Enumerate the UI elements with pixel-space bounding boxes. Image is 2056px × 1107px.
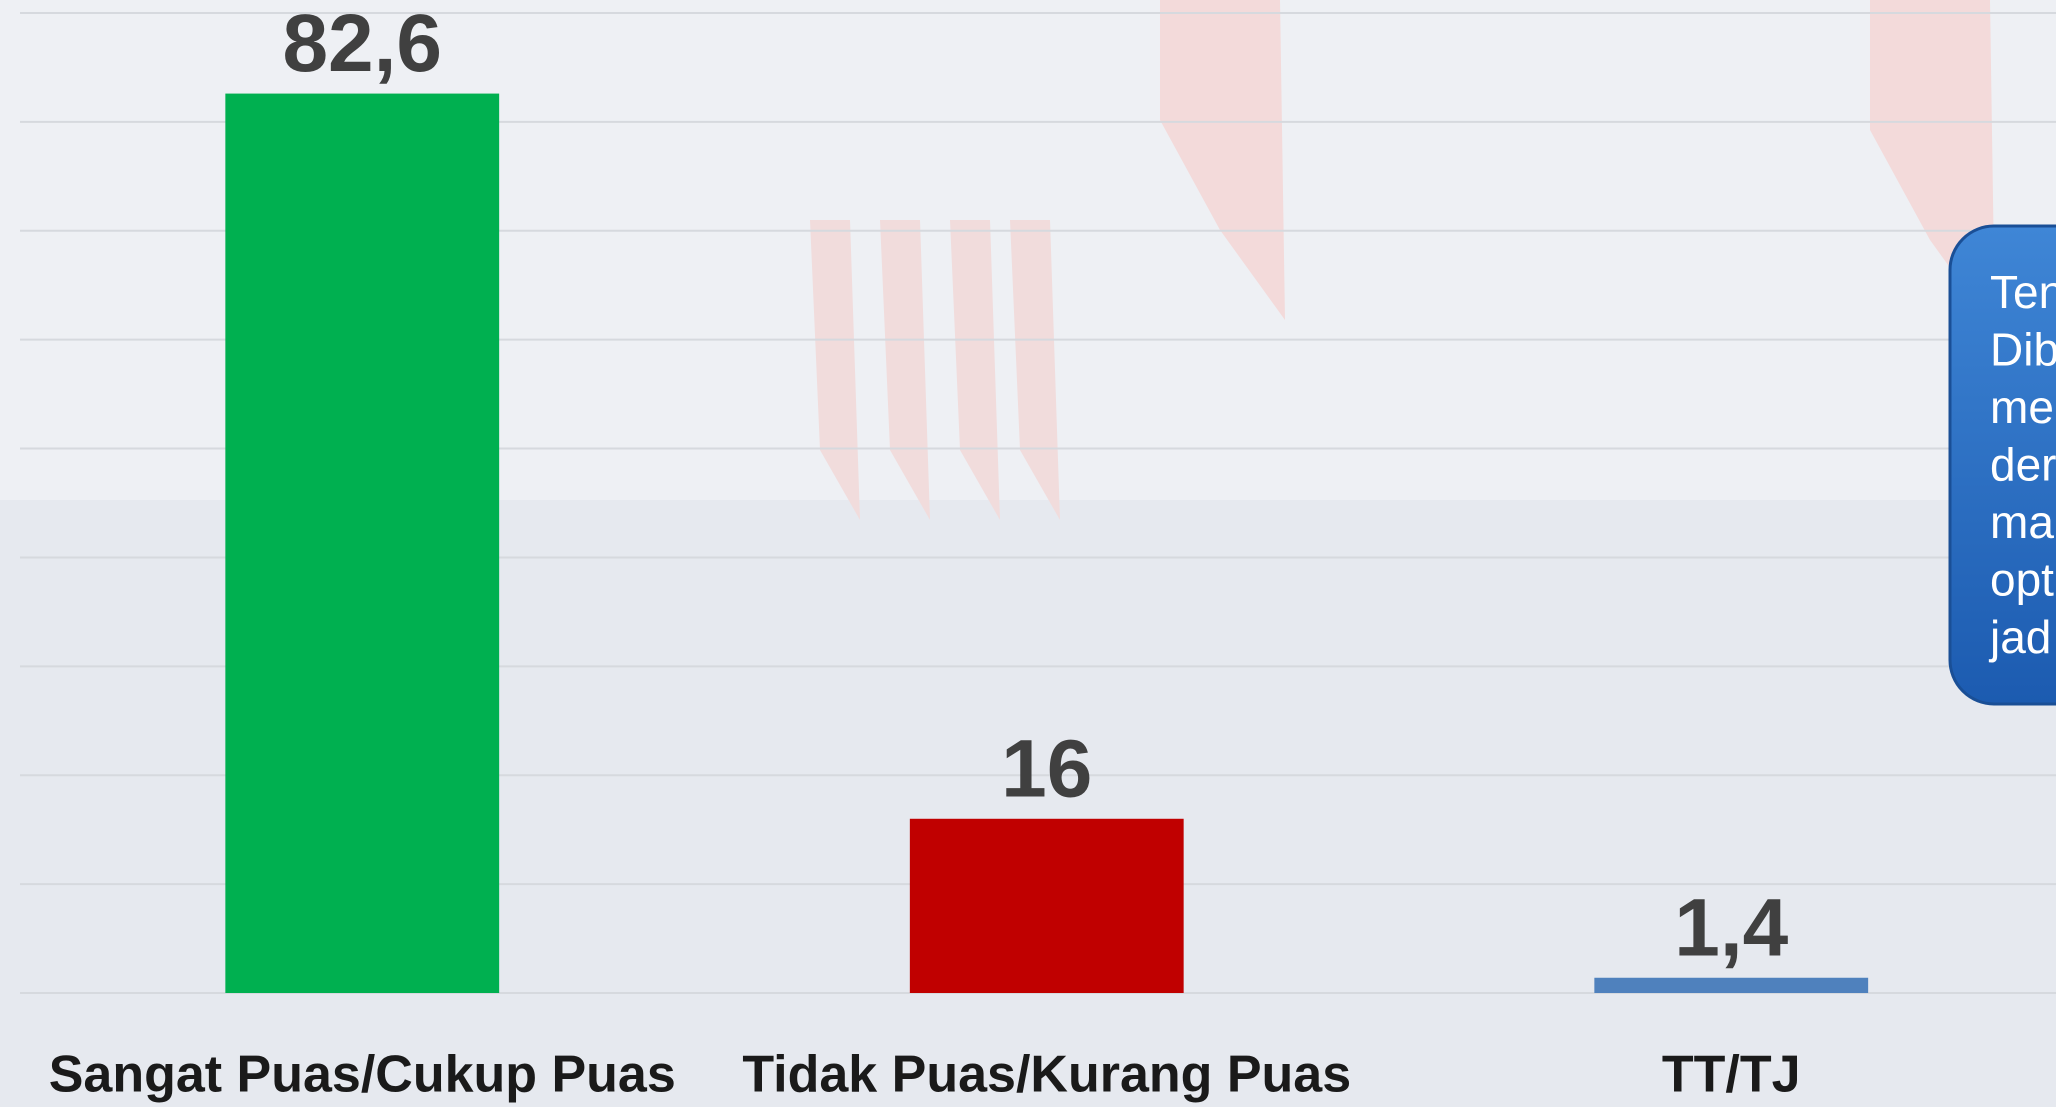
bar [909,818,1184,993]
x-tick-label: TT/TJ [1662,1046,1801,1104]
annotation-line: jad [1988,611,2051,663]
bars: 82,6 Sangat Puas/Cukup Puas 16 Tidak Puas/K… [49,0,1869,1104]
annotation-line: me [1990,381,2054,433]
annotation-line: opt [1990,554,2054,606]
value-label: 16 [1001,723,1092,814]
bar [225,93,500,994]
annotation-line: ma [1990,496,2054,548]
value-label: 1,4 [1674,882,1788,973]
x-tick-label: Tidak Puas/Kurang Puas [742,1046,1351,1104]
bar [1594,977,1869,993]
annotation-line: Ten [1990,266,2056,318]
value-label: 82,6 [282,0,442,89]
annotation-box [1948,224,2056,706]
annotation-line: der [1990,439,2056,491]
annotation-line: Dib [1990,324,2056,376]
x-tick-label: Sangat Puas/Cukup Puas [49,1046,676,1104]
